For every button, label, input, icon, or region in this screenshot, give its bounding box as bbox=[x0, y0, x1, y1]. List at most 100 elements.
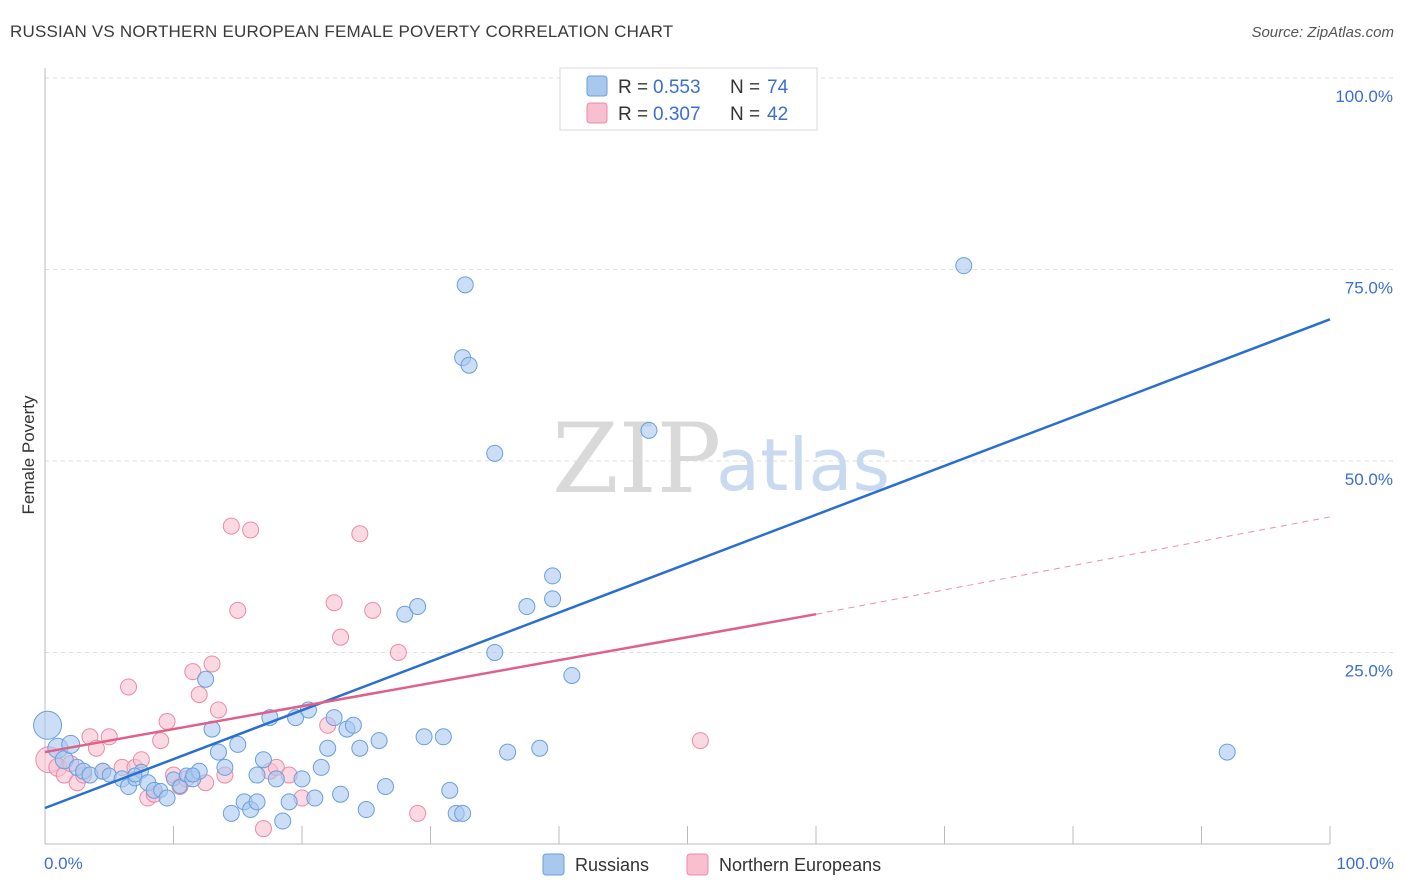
chart-title: RUSSIAN VS NORTHERN EUROPEAN FEMALE POVE… bbox=[10, 22, 674, 41]
russian-point-30 bbox=[248, 766, 266, 784]
northern-point-39 bbox=[364, 601, 382, 619]
russian-point-59 bbox=[456, 276, 474, 294]
russian-point-63 bbox=[518, 598, 536, 616]
northern-point-17 bbox=[158, 712, 176, 730]
legend-n-label-russians: N = bbox=[730, 77, 760, 98]
northern-point-21 bbox=[184, 663, 202, 681]
russian-point-54 bbox=[441, 781, 459, 799]
russian-point-46 bbox=[351, 739, 369, 757]
russian-point-35 bbox=[280, 793, 298, 811]
russian-point-0 bbox=[33, 710, 63, 740]
bottom-legend: Russians Northern Europeans bbox=[542, 853, 881, 876]
northern-point-30 bbox=[254, 820, 272, 838]
northern-point-25 bbox=[209, 701, 227, 719]
russian-point-24 bbox=[209, 743, 227, 761]
russian-point-33 bbox=[267, 770, 285, 788]
bottom-legend-northern: Northern Europeans bbox=[719, 855, 881, 875]
northern-point-16 bbox=[152, 732, 170, 750]
legend-r-value-northern: 0.307 bbox=[653, 104, 701, 125]
watermark-atlas: atlas bbox=[716, 423, 890, 507]
legend-n-value-northern: 42 bbox=[767, 104, 788, 125]
x-tick-label-max: 100.0% bbox=[1336, 854, 1394, 873]
northern-point-38 bbox=[351, 525, 369, 543]
legend-box: R = 0.553 N = 74 R = 0.307 N = 42 bbox=[559, 67, 818, 131]
y-tick-label-0: 25.0% bbox=[1345, 662, 1393, 681]
russian-point-69 bbox=[955, 257, 973, 275]
northern-point-36 bbox=[325, 594, 343, 612]
russian-point-49 bbox=[377, 778, 395, 796]
legend-n-value-russians: 74 bbox=[767, 77, 789, 98]
russian-point-16 bbox=[158, 789, 176, 807]
russian-point-67 bbox=[563, 666, 581, 684]
russian-point-66 bbox=[544, 590, 562, 608]
grid-lines bbox=[45, 77, 1395, 653]
russian-point-65 bbox=[544, 567, 562, 585]
series-russians bbox=[33, 257, 1236, 830]
russian-point-53 bbox=[434, 728, 452, 746]
northern-point-27 bbox=[222, 517, 240, 535]
northern-trend-extension bbox=[815, 516, 1331, 615]
russian-point-22 bbox=[197, 670, 215, 688]
legend-swatch-northern bbox=[586, 102, 608, 124]
x-tick-label-min: 0.0% bbox=[44, 854, 83, 873]
russian-point-70 bbox=[1218, 743, 1236, 761]
russian-point-3 bbox=[61, 734, 81, 754]
russian-point-68 bbox=[640, 421, 658, 439]
russian-point-27 bbox=[229, 735, 247, 753]
y-axis-label: Female Poverty bbox=[19, 395, 38, 515]
northern-point-22 bbox=[190, 686, 208, 704]
bottom-legend-swatch-northern bbox=[686, 853, 709, 876]
northern-point-11 bbox=[120, 678, 138, 696]
y-tick-label-3: 100.0% bbox=[1335, 87, 1393, 106]
russian-point-31 bbox=[254, 751, 272, 769]
russian-trend-line bbox=[44, 318, 1331, 810]
series-northern-europeans bbox=[35, 517, 709, 838]
y-tick-labels: 25.0% 50.0% 75.0% 100.0% bbox=[1335, 87, 1393, 681]
northern-point-42 bbox=[691, 732, 709, 750]
bottom-legend-swatch-russians bbox=[542, 853, 565, 876]
russian-point-47 bbox=[357, 801, 375, 819]
watermark-zip: ZIP bbox=[552, 403, 721, 515]
russian-point-72 bbox=[185, 767, 201, 783]
bottom-legend-russians: Russians bbox=[575, 855, 649, 875]
russian-point-51 bbox=[409, 598, 427, 616]
northern-trend-line bbox=[44, 612, 817, 754]
russian-point-26 bbox=[222, 804, 240, 822]
watermark: ZIP atlas bbox=[552, 403, 890, 515]
trend-lines bbox=[44, 318, 1331, 810]
russian-point-58 bbox=[454, 804, 472, 822]
russian-point-39 bbox=[306, 789, 324, 807]
russian-point-48 bbox=[370, 732, 388, 750]
russian-point-43 bbox=[332, 785, 350, 803]
russian-point-25 bbox=[216, 758, 234, 776]
russian-point-40 bbox=[312, 758, 330, 776]
russian-point-42 bbox=[325, 709, 343, 727]
russian-point-57 bbox=[460, 356, 478, 374]
legend-r-label-russians: R = bbox=[618, 77, 648, 98]
northern-point-37 bbox=[332, 628, 350, 646]
russian-point-64 bbox=[531, 739, 549, 757]
source-credit: Source: ZipAtlas.com bbox=[1251, 24, 1394, 41]
y-tick-label-1: 50.0% bbox=[1345, 470, 1393, 489]
russian-point-41 bbox=[319, 739, 337, 757]
legend-r-value-russians: 0.553 bbox=[653, 77, 701, 98]
northern-point-29 bbox=[242, 521, 260, 539]
y-tick-label-2: 75.0% bbox=[1345, 279, 1393, 298]
russian-point-45 bbox=[344, 716, 362, 734]
northern-point-40 bbox=[389, 644, 407, 661]
russian-point-18 bbox=[172, 779, 188, 795]
russian-point-60 bbox=[486, 444, 504, 462]
legend-swatch-russians bbox=[586, 75, 608, 97]
russian-point-34 bbox=[274, 812, 292, 830]
russian-point-50 bbox=[396, 605, 414, 623]
legend-r-label-northern: R = bbox=[618, 104, 648, 125]
russian-point-71 bbox=[248, 793, 266, 811]
russian-point-52 bbox=[415, 728, 433, 746]
northern-point-41 bbox=[409, 804, 427, 822]
russian-point-37 bbox=[293, 770, 311, 788]
russian-point-62 bbox=[499, 743, 517, 761]
legend-n-label-northern: N = bbox=[730, 104, 760, 125]
russian-point-61 bbox=[486, 644, 504, 661]
northern-point-28 bbox=[229, 601, 247, 619]
